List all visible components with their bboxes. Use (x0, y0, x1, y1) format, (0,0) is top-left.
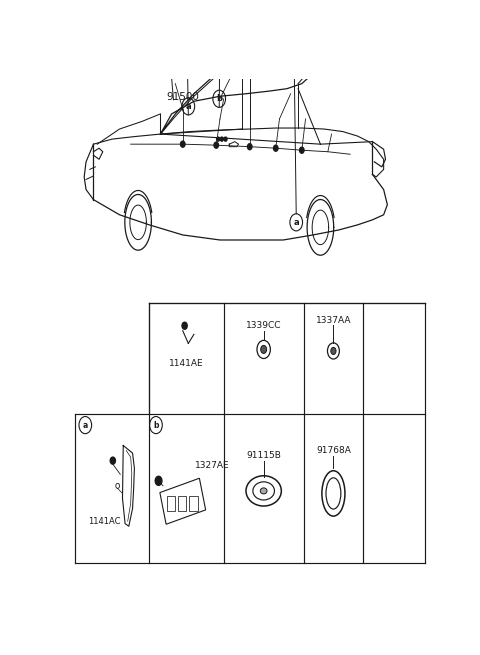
Bar (167, 496, 175, 511)
Text: b: b (153, 421, 159, 430)
Circle shape (216, 137, 219, 141)
Circle shape (224, 137, 227, 141)
Circle shape (182, 322, 187, 329)
Bar (178, 496, 186, 511)
Text: a: a (186, 102, 191, 111)
Circle shape (220, 137, 223, 141)
Text: a: a (83, 421, 88, 430)
Circle shape (261, 345, 267, 354)
Circle shape (274, 145, 278, 151)
Circle shape (214, 142, 218, 148)
Text: 1327AE: 1327AE (195, 461, 229, 470)
Text: 1339CC: 1339CC (246, 321, 281, 330)
Ellipse shape (260, 488, 267, 494)
Text: 1141AC: 1141AC (88, 517, 121, 526)
Bar (160, 478, 205, 524)
Circle shape (155, 476, 162, 485)
Text: 1337AA: 1337AA (316, 316, 351, 325)
Text: b: b (216, 94, 222, 103)
Text: 91500: 91500 (166, 92, 199, 102)
Text: 91115B: 91115B (246, 451, 281, 460)
Text: 1141AE: 1141AE (169, 359, 204, 368)
Circle shape (110, 457, 115, 464)
Circle shape (300, 147, 304, 153)
Text: 91768A: 91768A (316, 446, 351, 455)
Text: a: a (293, 218, 299, 227)
Circle shape (180, 141, 185, 147)
Bar (190, 496, 198, 511)
Circle shape (248, 143, 252, 150)
Circle shape (331, 347, 336, 354)
